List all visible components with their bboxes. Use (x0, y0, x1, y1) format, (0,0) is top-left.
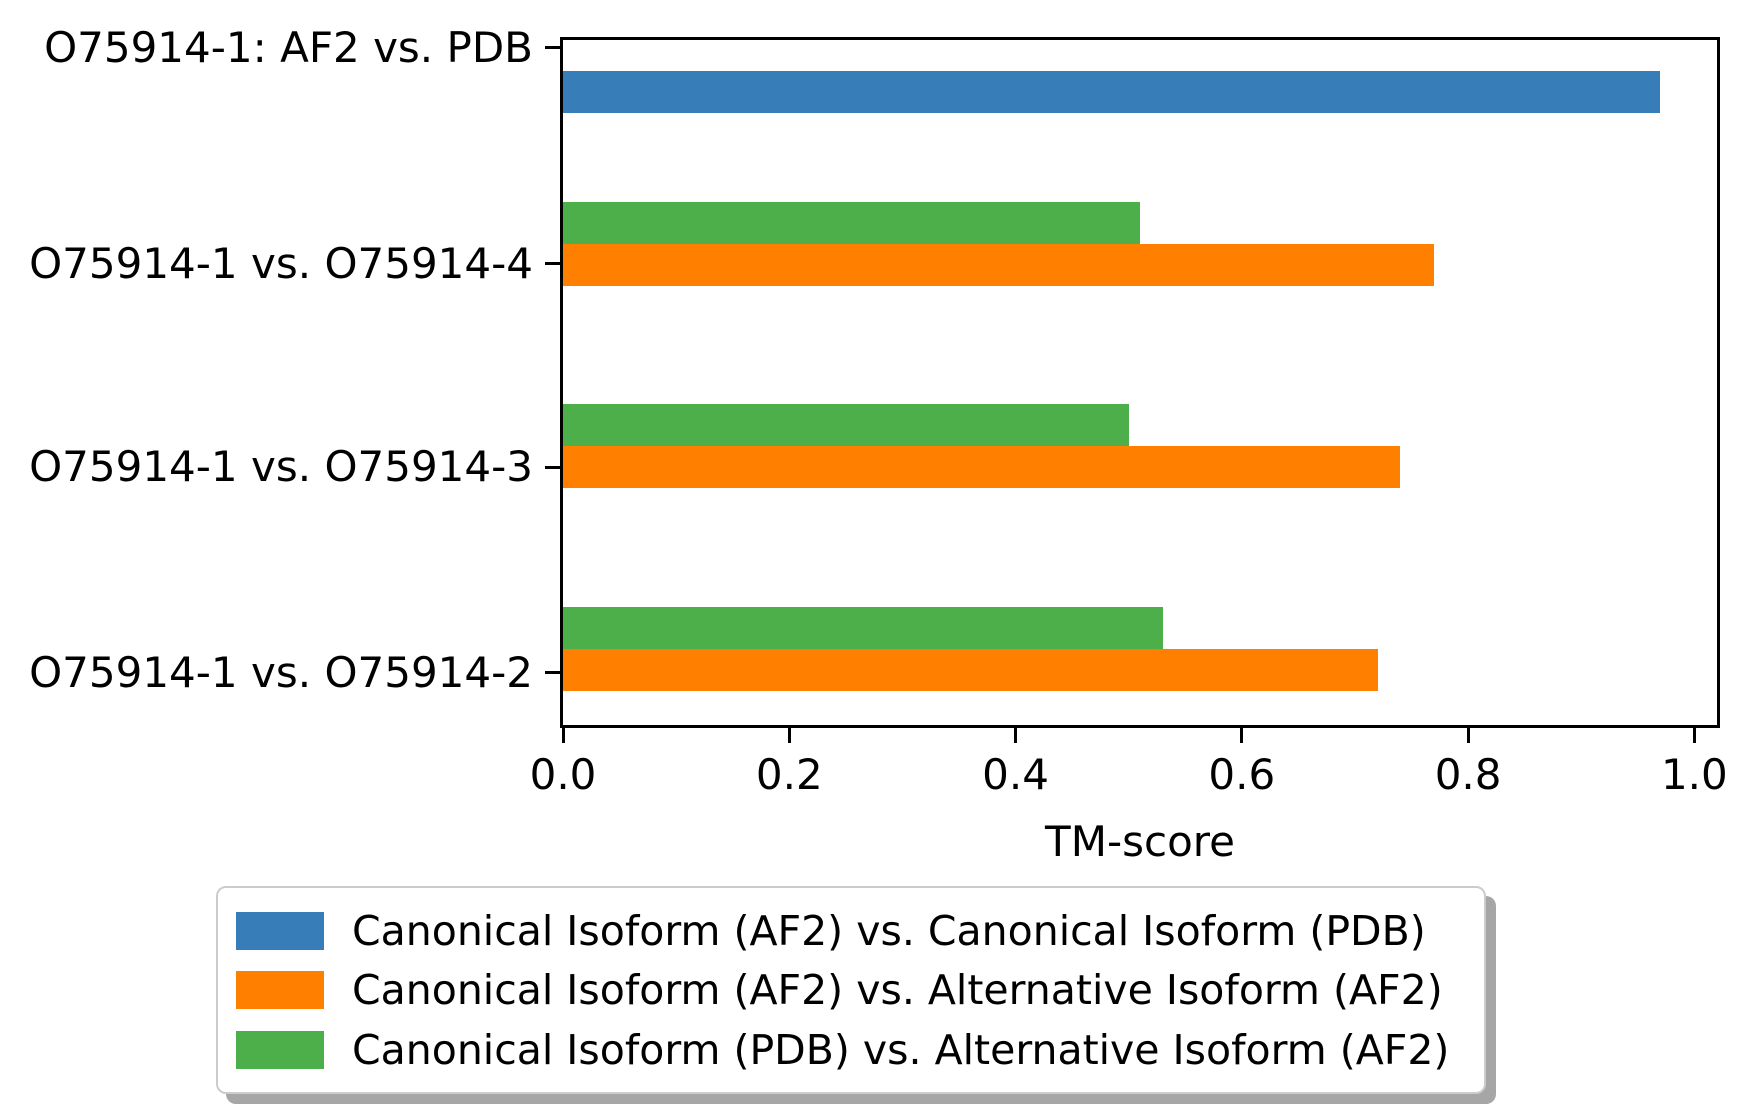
legend-swatch-icon (236, 1030, 324, 1069)
x-tick-mark (1466, 728, 1470, 743)
bar-series-1-row-1 (563, 243, 1435, 286)
bar-series-2-row-1 (563, 201, 1140, 244)
y-tick-mark (545, 465, 560, 469)
bar-series-0-row-0 (563, 71, 1661, 114)
x-tick-mark (1692, 728, 1696, 743)
legend: Canonical Isoform (AF2) vs. Canonical Is… (216, 886, 1486, 1094)
y-tick-mark (545, 262, 560, 266)
x-tick-label: 0.8 (1434, 750, 1502, 799)
x-tick-mark (1014, 728, 1018, 743)
y-category-label: O75914-1 vs. O75914-3 (29, 442, 533, 492)
x-tick-label: 1.0 (1660, 750, 1728, 799)
legend-item-2: Canonical Isoform (PDB) vs. Alternative … (218, 1027, 1484, 1073)
legend-item-0: Canonical Isoform (AF2) vs. Canonical Is… (218, 908, 1484, 954)
x-tick-label: 0.6 (1208, 750, 1276, 799)
bar-series-1-row-2 (563, 445, 1401, 488)
y-tick-mark (545, 671, 560, 675)
legend-swatch-icon (236, 911, 324, 950)
y-tick-mark (545, 46, 560, 49)
x-axis-title: TM-score (1045, 817, 1235, 866)
x-tick-label: 0.2 (755, 750, 823, 799)
legend-item-label: Canonical Isoform (AF2) vs. Canonical Is… (352, 906, 1426, 955)
bar-series-2-row-2 (563, 404, 1129, 447)
plot-area (560, 37, 1720, 728)
x-tick-mark (787, 728, 791, 743)
legend-item-1: Canonical Isoform (AF2) vs. Alternative … (218, 967, 1484, 1013)
x-tick-label: 0.0 (529, 750, 597, 799)
bar-series-1-row-3 (563, 649, 1378, 692)
y-category-label: O75914-1 vs. O75914-2 (29, 647, 533, 697)
legend-swatch-icon (236, 971, 324, 1009)
y-category-label: O75914-1: AF2 vs. PDB (44, 22, 533, 72)
legend-item-label: Canonical Isoform (AF2) vs. Alternative … (352, 966, 1443, 1014)
x-tick-mark (561, 728, 565, 743)
x-tick-mark (1240, 728, 1244, 743)
bar-series-2-row-3 (563, 607, 1163, 650)
y-category-label: O75914-1 vs. O75914-4 (29, 238, 533, 288)
legend-item-label: Canonical Isoform (PDB) vs. Alternative … (352, 1025, 1450, 1074)
x-tick-label: 0.4 (982, 750, 1049, 799)
